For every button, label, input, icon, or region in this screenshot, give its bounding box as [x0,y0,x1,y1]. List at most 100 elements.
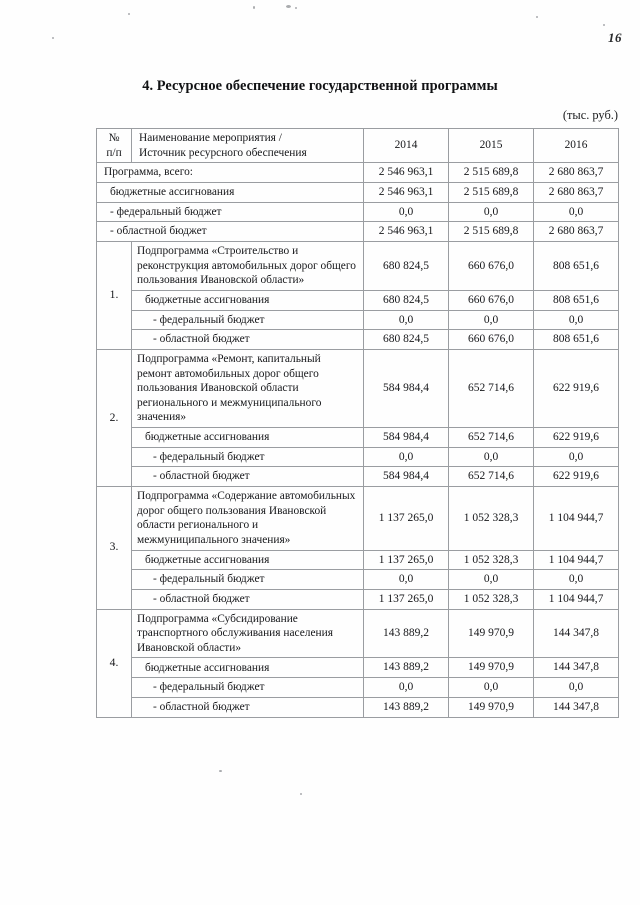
column-header-year-2014: 2014 [363,127,449,164]
cell-2015: 0,0 [448,446,534,468]
table-row: - федеральный бюджет 0,0 0,0 0,0 [97,446,619,468]
row-label: бюджетные ассигнования [96,181,364,203]
cell-2016: 1 104 944,7 [533,486,619,551]
row-label: бюджетные ассигнования [131,426,364,448]
cell-2014: 1 137 265,0 [363,588,449,610]
cell-2014: 680 824,5 [363,289,449,311]
cell-2015: 149 970,9 [448,696,534,718]
cell-2014: 0,0 [363,201,449,223]
cell-2014: 2 546 963,1 [363,181,449,203]
scan-artifact [128,13,130,15]
cell-2016: 0,0 [533,446,619,468]
subprogram-title: Подпрограмма «Строительство и реконструк… [131,241,364,291]
column-header-name-line1: Наименование мероприятия / [139,132,282,144]
cell-2016: 2 680 863,7 [533,181,619,203]
cell-2016: 622 919,6 [533,349,619,428]
table-row: - областной бюджет 1 137 265,0 1 052 328,3… [97,588,619,610]
row-label: Программа, всего: [96,162,364,183]
table-row: - областной бюджет 680 824,5 660 676,0 808 … [97,329,619,350]
subprogram-title-row: 3. Подпрограмма «Содержание автомобильных… [96,486,619,610]
subprogram-number: 3. [96,486,132,610]
table-row: - областной бюджет 2 546 963,1 2 515 689,8… [96,221,619,243]
column-header-name: Наименование мероприятия / Источник ресу… [131,127,364,164]
scan-artifact [603,24,605,26]
cell-2015: 0,0 [448,201,534,223]
cell-2015: 660 676,0 [448,289,534,311]
column-header-year-2015: 2015 [448,127,534,164]
cell-2016: 0,0 [533,201,619,223]
cell-2015: 660 676,0 [448,241,534,291]
cell-2015: 660 676,0 [448,329,534,350]
subprogram-title: Подпрограмма «Содержание автомобильных д… [131,486,364,551]
row-label: - областной бюджет [131,466,364,488]
subprogram-title-row: 4. Подпрограмма «Субсидирование транспорт… [96,608,619,718]
cell-2015: 2 515 689,8 [448,181,534,203]
cell-2014: 0,0 [363,446,449,468]
scan-artifact [286,5,291,8]
subprogram-title-row: 1. Подпрограмма «Строительство и реконстр… [96,241,619,350]
cell-2015: 652 714,6 [448,466,534,488]
cell-2014: 680 824,5 [363,241,449,291]
scan-artifact [219,770,222,772]
row-label: бюджетные ассигнования [131,549,364,571]
cell-2015: 149 970,9 [448,608,534,659]
subprogram-title-row: 2. Подпрограмма «Ремонт, капитальный ремо… [96,348,619,488]
table-row: бюджетные ассигнования 2 546 963,1 2 515 6… [96,181,619,203]
row-label: бюджетные ассигнования [131,289,364,311]
cell-2016: 144 347,8 [533,608,619,659]
cell-2016: 808 651,6 [533,241,619,291]
cell-2015: 652 714,6 [448,426,534,448]
column-header-year-2016: 2016 [533,127,619,164]
cell-2015: 1 052 328,3 [448,549,534,571]
cell-2014: 584 984,4 [363,426,449,448]
table-row: - федеральный бюджет 0,0 0,0 0,0 [96,201,619,223]
cell-2015: 1 052 328,3 [448,588,534,610]
table-head: № п/п Наименование мероприятия / Источни… [96,127,619,164]
table-row: - федеральный бюджет 0,0 0,0 0,0 [97,309,619,331]
cell-2015: 0,0 [448,309,534,331]
cell-2016: 0,0 [533,309,619,331]
scan-artifact [253,6,255,9]
units-caption: (тыс. руб.) [562,108,618,122]
cell-2016: 144 347,8 [533,696,619,718]
row-label: - областной бюджет [131,329,364,350]
resource-allocation-table: № п/п Наименование мероприятия / Источни… [96,127,619,718]
cell-2014: 2 546 963,1 [363,221,449,243]
row-label: - областной бюджет [131,588,364,610]
table-row: - федеральный бюджет 0,0 0,0 0,0 [97,569,619,590]
cell-2014: 584 984,4 [363,349,449,428]
row-label: бюджетные ассигнования [131,657,364,679]
subprogram-title: Подпрограмма «Субсидирование транспортно… [131,608,364,659]
scan-artifact [300,793,302,795]
cell-2015: 1 052 328,3 [448,486,534,551]
cell-2016: 0,0 [533,569,619,590]
cell-2014: 584 984,4 [363,466,449,488]
table-row: - областной бюджет 143 889,2 149 970,9 144 … [97,696,619,718]
row-label: - областной бюджет [96,221,364,243]
table-row: - федеральный бюджет 0,0 0,0 0,0 [97,677,619,698]
cell-2015: 2 515 689,8 [448,221,534,243]
cell-2016: 808 651,6 [533,329,619,350]
subprogram-number: 1. [96,241,132,350]
cell-2015: 149 970,9 [448,657,534,679]
table-row: - областной бюджет 584 984,4 652 714,6 622 … [97,466,619,488]
table-body: Программа, всего: 2 546 963,1 2 515 689,8 2… [96,162,619,718]
cell-2016: 622 919,6 [533,426,619,448]
table-header-row: № п/п Наименование мероприятия / Источни… [96,127,619,164]
budget-table-container: № п/п Наименование мероприятия / Источни… [96,127,619,718]
table-row: бюджетные ассигнования 1 137 265,0 1 052 3… [97,549,619,571]
cell-2014: 143 889,2 [363,657,449,679]
table-row: бюджетные ассигнования 584 984,4 652 714,6… [97,426,619,448]
page-number: 16 [608,30,622,45]
column-header-number-line1: № [108,132,120,144]
cell-2014: 1 137 265,0 [363,549,449,571]
cell-2016: 2 680 863,7 [533,162,619,183]
row-label: - федеральный бюджет [131,309,364,331]
cell-2014: 1 137 265,0 [363,486,449,551]
cell-2016: 1 104 944,7 [533,588,619,610]
subprogram-title: Подпрограмма «Ремонт, капитальный ремонт… [131,349,364,428]
cell-2016: 2 680 863,7 [533,221,619,243]
subprogram-number: 2. [96,348,132,488]
scan-artifact [536,16,538,18]
cell-2014: 680 824,5 [363,329,449,350]
